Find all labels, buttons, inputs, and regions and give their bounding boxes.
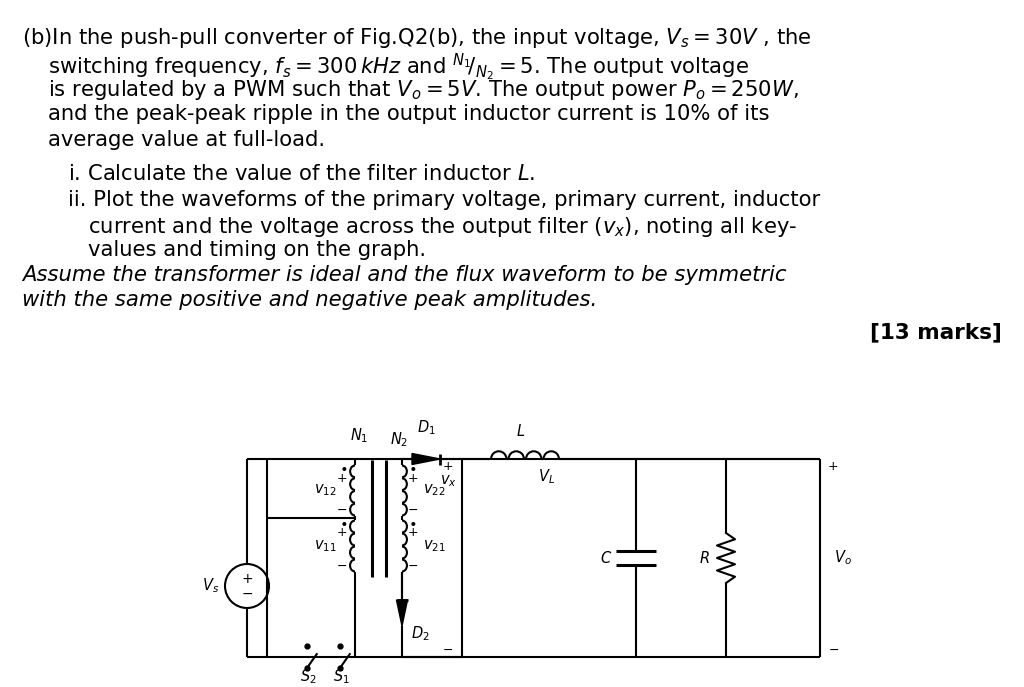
Text: $v_{22}$: $v_{22}$ bbox=[423, 483, 445, 498]
Text: −: − bbox=[242, 587, 253, 601]
Text: current and the voltage across the output filter $(v_x)$, noting all key-: current and the voltage across the outpu… bbox=[88, 215, 797, 239]
Text: +: + bbox=[408, 526, 419, 539]
Text: ii. Plot the waveforms of the primary voltage, primary current, inductor: ii. Plot the waveforms of the primary vo… bbox=[68, 190, 820, 210]
Text: $\bullet$: $\bullet$ bbox=[339, 460, 347, 474]
Text: is regulated by a PWM such that $V_o = 5V$. The output power $P_o = 250W$,: is regulated by a PWM such that $V_o = 5… bbox=[48, 78, 799, 102]
Text: +: + bbox=[242, 572, 253, 586]
Text: $D_1$: $D_1$ bbox=[417, 418, 435, 437]
Text: +: + bbox=[408, 471, 419, 484]
Text: $\bullet$: $\bullet$ bbox=[339, 515, 347, 529]
Text: +: + bbox=[337, 471, 347, 484]
Text: $-$: $-$ bbox=[442, 642, 454, 655]
Text: $\bullet$: $\bullet$ bbox=[408, 515, 416, 529]
Text: $S_2$: $S_2$ bbox=[300, 668, 316, 686]
Text: $V_L$: $V_L$ bbox=[539, 468, 556, 486]
Text: $-$: $-$ bbox=[408, 502, 419, 515]
Text: $v_x$: $v_x$ bbox=[439, 473, 457, 489]
Text: +: + bbox=[828, 460, 839, 473]
Text: $L$: $L$ bbox=[516, 423, 525, 439]
Text: and the peak-peak ripple in the output inductor current is 10% of its: and the peak-peak ripple in the output i… bbox=[48, 104, 769, 124]
Text: $-$: $-$ bbox=[337, 502, 347, 515]
Text: $D_2$: $D_2$ bbox=[411, 624, 429, 643]
Text: $N_1$: $N_1$ bbox=[350, 427, 369, 445]
Text: $\bullet$: $\bullet$ bbox=[408, 460, 416, 474]
Text: Assume the transformer is ideal and the flux waveform to be symmetric: Assume the transformer is ideal and the … bbox=[22, 265, 786, 285]
Text: $-$: $-$ bbox=[828, 642, 839, 655]
Text: (b)In the push-pull converter of Fig.Q2(b), the input voltage, $V_s = 30V$ , the: (b)In the push-pull converter of Fig.Q2(… bbox=[22, 26, 812, 50]
Text: $V_o$: $V_o$ bbox=[834, 549, 852, 567]
Text: $C$: $C$ bbox=[600, 550, 612, 566]
Text: $v_{11}$: $v_{11}$ bbox=[313, 538, 336, 554]
Text: $v_{12}$: $v_{12}$ bbox=[313, 483, 336, 498]
Text: $N_2$: $N_2$ bbox=[390, 430, 409, 449]
Text: [13 marks]: [13 marks] bbox=[870, 322, 1002, 342]
Text: $R$: $R$ bbox=[698, 550, 710, 566]
Polygon shape bbox=[396, 600, 408, 626]
Text: $-$: $-$ bbox=[408, 559, 419, 572]
Text: +: + bbox=[337, 526, 347, 539]
Text: with the same positive and negative peak amplitudes.: with the same positive and negative peak… bbox=[22, 290, 597, 310]
Text: +: + bbox=[442, 460, 454, 473]
Polygon shape bbox=[412, 453, 440, 464]
Text: $V_s$: $V_s$ bbox=[203, 576, 219, 596]
Text: values and timing on the graph.: values and timing on the graph. bbox=[88, 240, 426, 260]
Text: $v_{21}$: $v_{21}$ bbox=[423, 538, 445, 554]
Text: average value at full-load.: average value at full-load. bbox=[48, 130, 325, 150]
Text: $S_1$: $S_1$ bbox=[333, 668, 349, 686]
Text: i. Calculate the value of the filter inductor $L$.: i. Calculate the value of the filter ind… bbox=[68, 164, 536, 184]
Text: switching frequency, $f_s = 300\,kHz$ and $^{N_1}\!/_{N_2} = 5$. The output volt: switching frequency, $f_s = 300\,kHz$ an… bbox=[48, 52, 749, 83]
Text: $-$: $-$ bbox=[337, 559, 347, 572]
